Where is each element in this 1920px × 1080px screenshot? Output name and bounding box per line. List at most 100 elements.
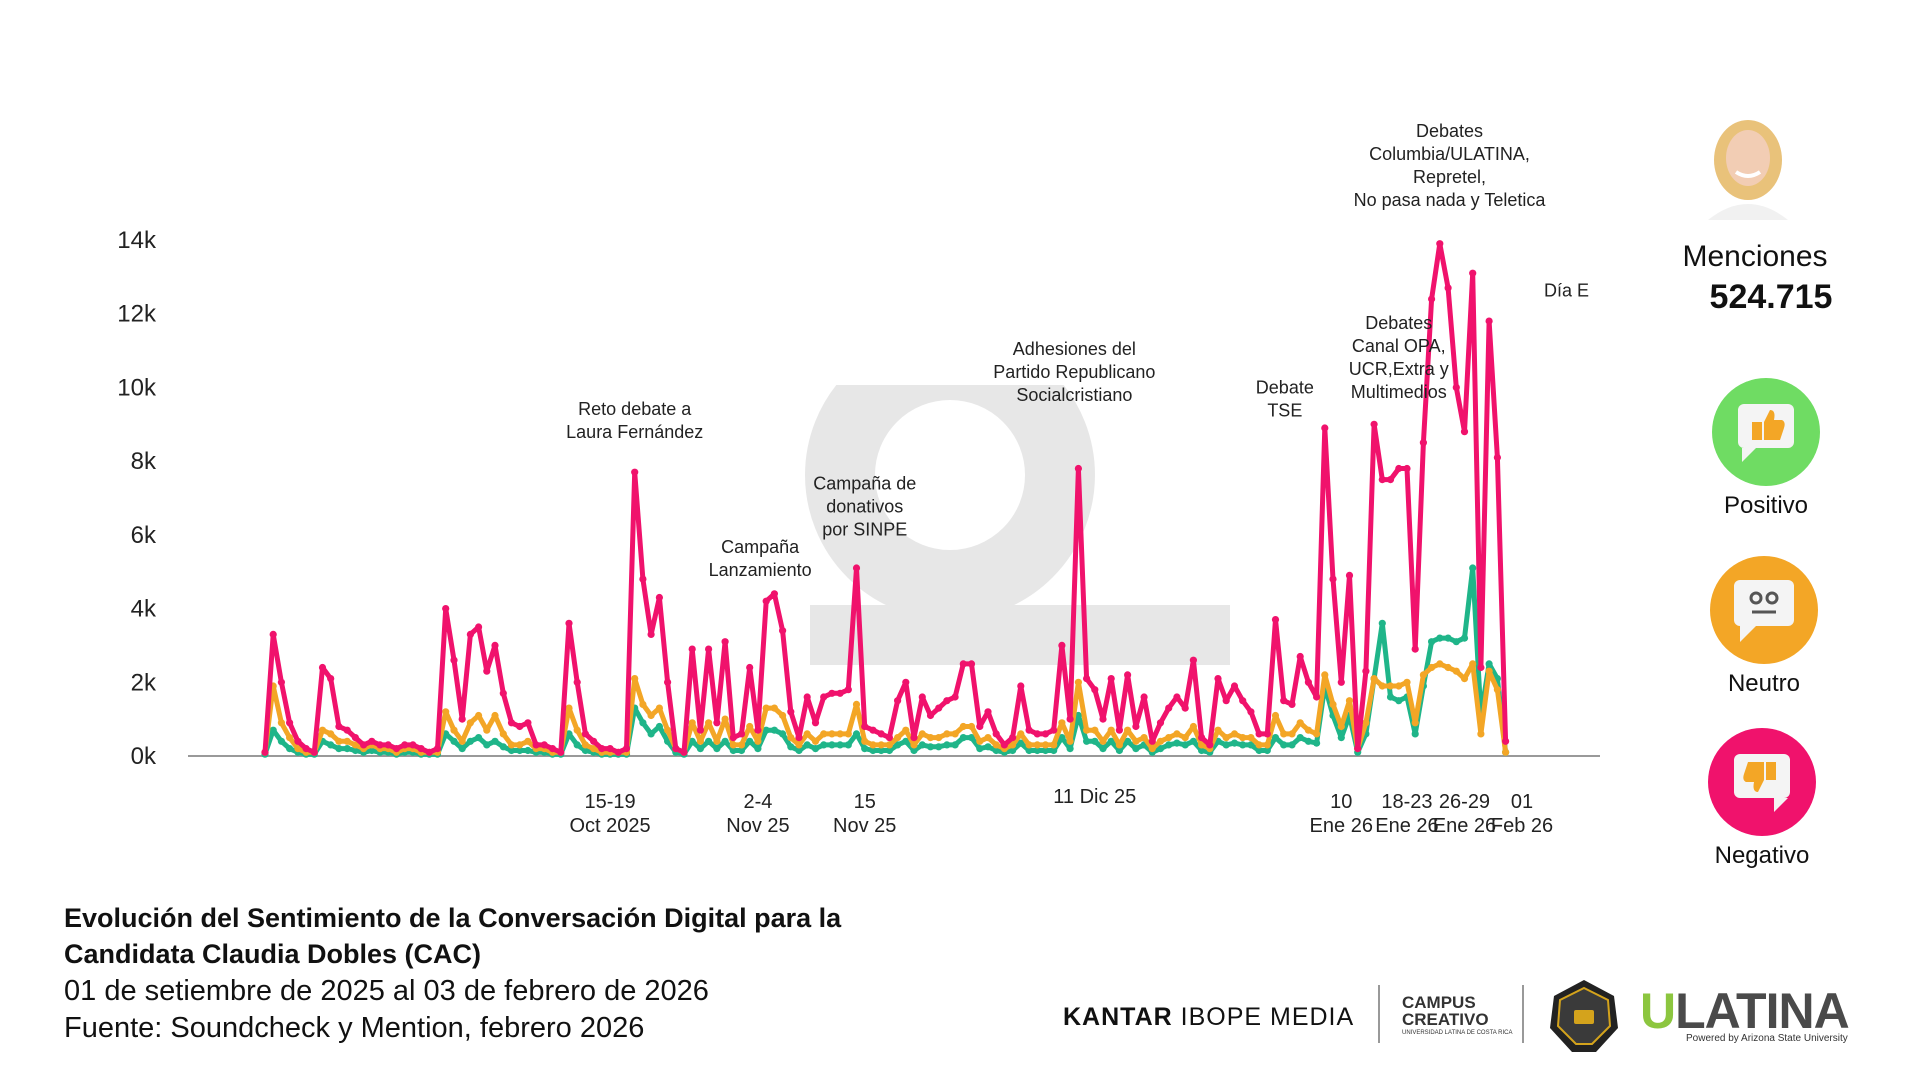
- data-point-positivo: [737, 746, 746, 755]
- data-point-neutro: [1370, 675, 1378, 683]
- data-point-neutro: [1502, 748, 1510, 756]
- sentiment-positivo: Positivo: [1696, 378, 1836, 520]
- data-point-negativo: [820, 693, 828, 701]
- chart-title-line1: Evolución del Sentimiento de la Conversa…: [64, 903, 842, 933]
- data-point-negativo: [1074, 464, 1082, 473]
- data-point-positivo: [754, 745, 762, 753]
- data-point-negativo: [442, 605, 450, 613]
- y-tick-label: 4k: [131, 596, 157, 623]
- data-point-neutro: [1419, 671, 1427, 679]
- data-point-negativo: [951, 693, 959, 701]
- data-point-negativo: [1304, 678, 1312, 686]
- data-point-neutro: [918, 730, 926, 738]
- campus-logo-line1: CAMPUS: [1402, 993, 1476, 1012]
- data-point-negativo: [401, 741, 409, 749]
- data-point-positivo: [1025, 746, 1033, 755]
- data-point-neutro: [1189, 722, 1197, 731]
- data-point-negativo: [1321, 424, 1329, 432]
- data-point-positivo: [1239, 741, 1247, 749]
- data-point-negativo: [803, 693, 811, 701]
- annotation-label: Multimedios: [1351, 382, 1447, 402]
- data-point-neutro: [277, 719, 285, 727]
- data-point-neutro: [1198, 741, 1206, 749]
- x-tick-label: Ene 26: [1310, 815, 1373, 837]
- data-point-negativo: [458, 715, 466, 723]
- data-point-negativo: [343, 726, 351, 734]
- data-point-negativo: [1156, 719, 1165, 727]
- data-point-neutro: [524, 737, 532, 745]
- data-point-negativo: [746, 663, 754, 672]
- data-point-negativo: [1222, 697, 1230, 705]
- data-point-positivo: [894, 741, 902, 749]
- data-point-negativo: [836, 689, 844, 697]
- data-point-negativo: [1239, 697, 1247, 705]
- data-point-neutro: [1255, 741, 1263, 749]
- data-point-negativo: [1255, 730, 1263, 738]
- data-point-positivo: [705, 737, 713, 745]
- data-point-neutro: [885, 741, 894, 749]
- data-point-positivo: [327, 741, 335, 749]
- data-point-positivo: [499, 743, 507, 751]
- kantar-ibope-logo: KANTAR IBOPE MEDIA: [1063, 1003, 1354, 1032]
- data-point-negativo: [417, 745, 425, 753]
- data-point-negativo: [696, 726, 705, 734]
- data-point-neutro: [1271, 711, 1280, 720]
- data-point-negativo: [1206, 741, 1214, 749]
- ulatina-logo: ULATINA: [1640, 982, 1850, 1040]
- data-point-negativo: [507, 719, 516, 727]
- data-point-negativo: [261, 748, 269, 756]
- data-point-neutro: [1041, 741, 1050, 749]
- data-point-negativo: [516, 722, 524, 731]
- data-point-positivo: [343, 745, 351, 753]
- annotation-label: Reto debate a: [578, 399, 692, 419]
- data-point-neutro: [1033, 741, 1041, 749]
- data-point-negativo: [392, 745, 401, 753]
- x-tick-label: 01: [1511, 791, 1533, 813]
- kantar-logo-bold: KANTAR: [1063, 1003, 1173, 1031]
- data-point-neutro: [475, 711, 483, 720]
- logo-divider: [1378, 985, 1380, 1043]
- data-point-neutro: [713, 737, 721, 745]
- data-point-neutro: [943, 730, 951, 738]
- x-tick-label: Ene 26: [1433, 815, 1496, 837]
- annotation-label: Adhesiones del: [1013, 339, 1136, 359]
- data-point-positivo: [1222, 741, 1230, 749]
- data-point-neutro: [811, 737, 820, 745]
- data-point-neutro: [1395, 682, 1403, 690]
- data-point-negativo: [1148, 737, 1156, 745]
- data-point-positivo: [368, 746, 376, 755]
- data-point-negativo: [1370, 420, 1378, 428]
- data-point-negativo: [565, 619, 573, 627]
- data-point-positivo: [1428, 638, 1436, 646]
- thumbs-down-icon: [1708, 728, 1816, 836]
- data-point-neutro: [442, 708, 450, 716]
- data-point-negativo: [984, 708, 992, 716]
- data-point-neutro: [926, 734, 935, 742]
- data-point-neutro: [581, 741, 590, 749]
- x-tick-label: Oct 2025: [569, 815, 650, 837]
- data-point-negativo: [466, 630, 474, 639]
- data-point-neutro: [861, 737, 869, 745]
- data-point-positivo: [1436, 634, 1444, 642]
- x-tick-label: 11 Dic 25: [1053, 786, 1136, 808]
- data-point-positivo: [1124, 737, 1132, 745]
- data-point-negativo: [655, 593, 664, 602]
- data-point-neutro: [1345, 697, 1354, 705]
- data-point-neutro: [1247, 734, 1255, 742]
- annotation-label: Canal OPA,: [1352, 336, 1446, 356]
- data-point-negativo: [992, 730, 1000, 738]
- data-point-neutro: [1091, 726, 1099, 734]
- data-point-positivo: [1017, 739, 1025, 747]
- data-point-negativo: [483, 667, 491, 675]
- data-point-negativo: [1189, 656, 1197, 664]
- data-point-positivo: [286, 745, 294, 753]
- data-point-negativo: [540, 741, 548, 749]
- data-point-positivo: [475, 734, 483, 742]
- data-point-neutro: [1477, 730, 1485, 738]
- data-point-negativo: [943, 697, 951, 705]
- data-point-neutro: [1263, 741, 1271, 749]
- data-point-positivo: [713, 745, 721, 753]
- data-point-positivo: [885, 746, 894, 755]
- data-point-neutro: [483, 726, 491, 734]
- data-point-positivo: [351, 746, 359, 755]
